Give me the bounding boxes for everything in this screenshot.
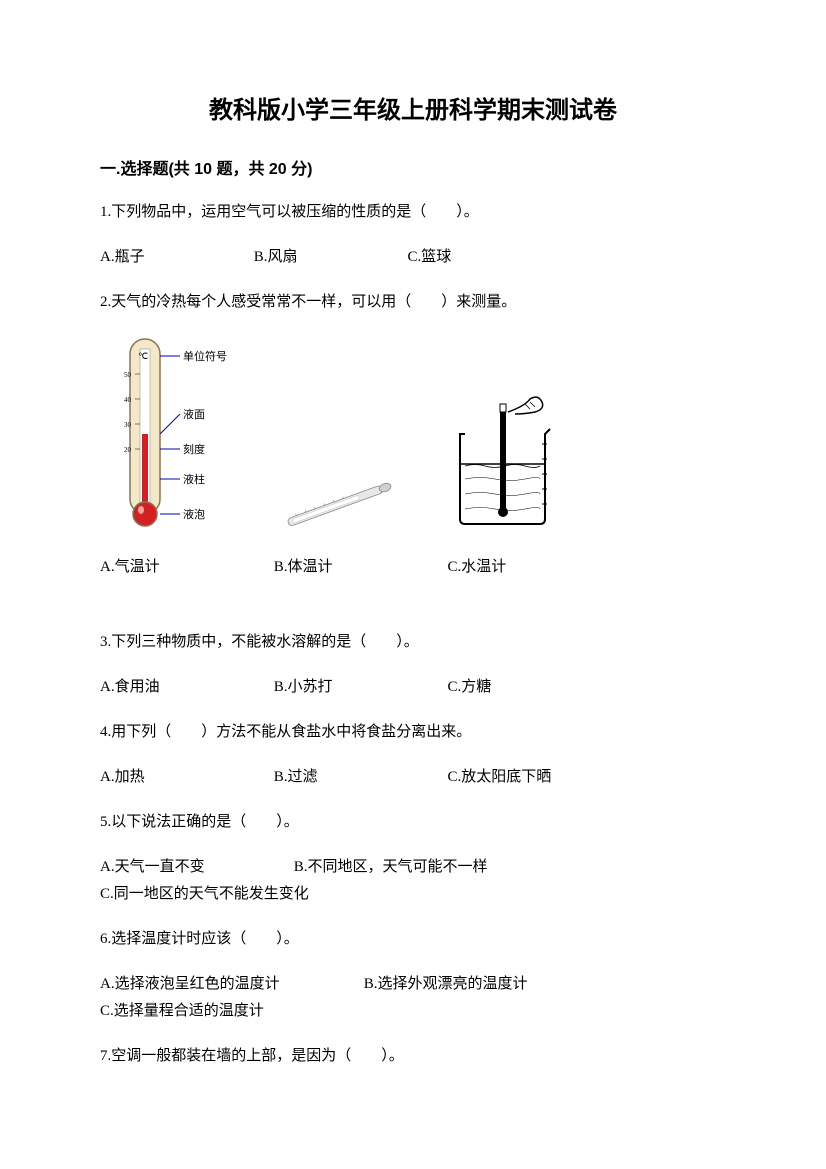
q2-option-c: C.水温计 bbox=[448, 554, 507, 581]
svg-text:刻度: 刻度 bbox=[183, 442, 205, 456]
question-2: 2.天气的冷热每个人感受常常不一样，可以用（ ）来测量。 bbox=[100, 289, 726, 316]
svg-text:液泡: 液泡 bbox=[183, 507, 205, 521]
question-2-images: ℃ 50 40 30 20 单位符号 液面 刻度 液柱 液泡 bbox=[110, 334, 726, 534]
q1-option-c: C.篮球 bbox=[408, 244, 452, 271]
svg-text:30: 30 bbox=[124, 421, 132, 429]
clinical-thermometer-image bbox=[270, 474, 410, 534]
water-thermometer-beaker-image bbox=[430, 384, 580, 534]
question-5-options: A.天气一直不变 B.不同地区，天气可能不一样 C.同一地区的天气不能发生变化 bbox=[100, 854, 726, 908]
q6-option-b: B.选择外观漂亮的温度计 bbox=[364, 971, 624, 998]
q6-option-a: A.选择液泡呈红色的温度计 bbox=[100, 971, 360, 998]
svg-text:液柱: 液柱 bbox=[183, 472, 205, 486]
q5-option-a: A.天气一直不变 bbox=[100, 854, 290, 881]
svg-text:单位符号: 单位符号 bbox=[183, 349, 227, 363]
question-3: 3.下列三种物质中，不能被水溶解的是（ ）。 bbox=[100, 629, 726, 656]
q1-option-b: B.风扇 bbox=[254, 244, 404, 271]
q5-option-b: B.不同地区，天气可能不一样 bbox=[294, 854, 594, 881]
q4-option-c: C.放太阳底下晒 bbox=[448, 764, 552, 791]
svg-text:40: 40 bbox=[124, 396, 132, 404]
q3-option-b: B.小苏打 bbox=[274, 674, 444, 701]
question-7: 7.空调一般都装在墙的上部，是因为（ ）。 bbox=[100, 1043, 726, 1070]
q4-option-a: A.加热 bbox=[100, 764, 270, 791]
q3-option-a: A.食用油 bbox=[100, 674, 270, 701]
question-2-options: A.气温计 B.体温计 C.水温计 bbox=[100, 554, 726, 581]
question-3-options: A.食用油 B.小苏打 C.方糖 bbox=[100, 674, 726, 701]
air-thermometer-image: ℃ 50 40 30 20 单位符号 液面 刻度 液柱 液泡 bbox=[110, 334, 250, 534]
question-4: 4.用下列（ ）方法不能从食盐水中将食盐分离出来。 bbox=[100, 719, 726, 746]
svg-text:℃: ℃ bbox=[138, 351, 148, 361]
svg-text:20: 20 bbox=[124, 446, 132, 454]
question-4-options: A.加热 B.过滤 C.放太阳底下晒 bbox=[100, 764, 726, 791]
q2-option-a: A.气温计 bbox=[100, 554, 270, 581]
question-1: 1.下列物品中，运用空气可以被压缩的性质的是（ ）。 bbox=[100, 199, 726, 226]
question-5: 5.以下说法正确的是（ ）。 bbox=[100, 809, 726, 836]
q1-option-a: A.瓶子 bbox=[100, 244, 250, 271]
q5-option-c: C.同一地区的天气不能发生变化 bbox=[100, 881, 309, 908]
section-header: 一.选择题(共 10 题，共 20 分) bbox=[100, 155, 726, 179]
question-1-options: A.瓶子 B.风扇 C.篮球 bbox=[100, 244, 726, 271]
q2-option-b: B.体温计 bbox=[274, 554, 444, 581]
q6-option-c: C.选择量程合适的温度计 bbox=[100, 998, 264, 1025]
q3-option-c: C.方糖 bbox=[448, 674, 492, 701]
question-6: 6.选择温度计时应该（ ）。 bbox=[100, 926, 726, 953]
svg-text:50: 50 bbox=[124, 371, 132, 379]
question-6-options: A.选择液泡呈红色的温度计 B.选择外观漂亮的温度计 C.选择量程合适的温度计 bbox=[100, 971, 726, 1025]
q4-option-b: B.过滤 bbox=[274, 764, 444, 791]
page-title: 教科版小学三年级上册科学期末测试卷 bbox=[100, 90, 726, 125]
svg-text:液面: 液面 bbox=[183, 407, 205, 421]
